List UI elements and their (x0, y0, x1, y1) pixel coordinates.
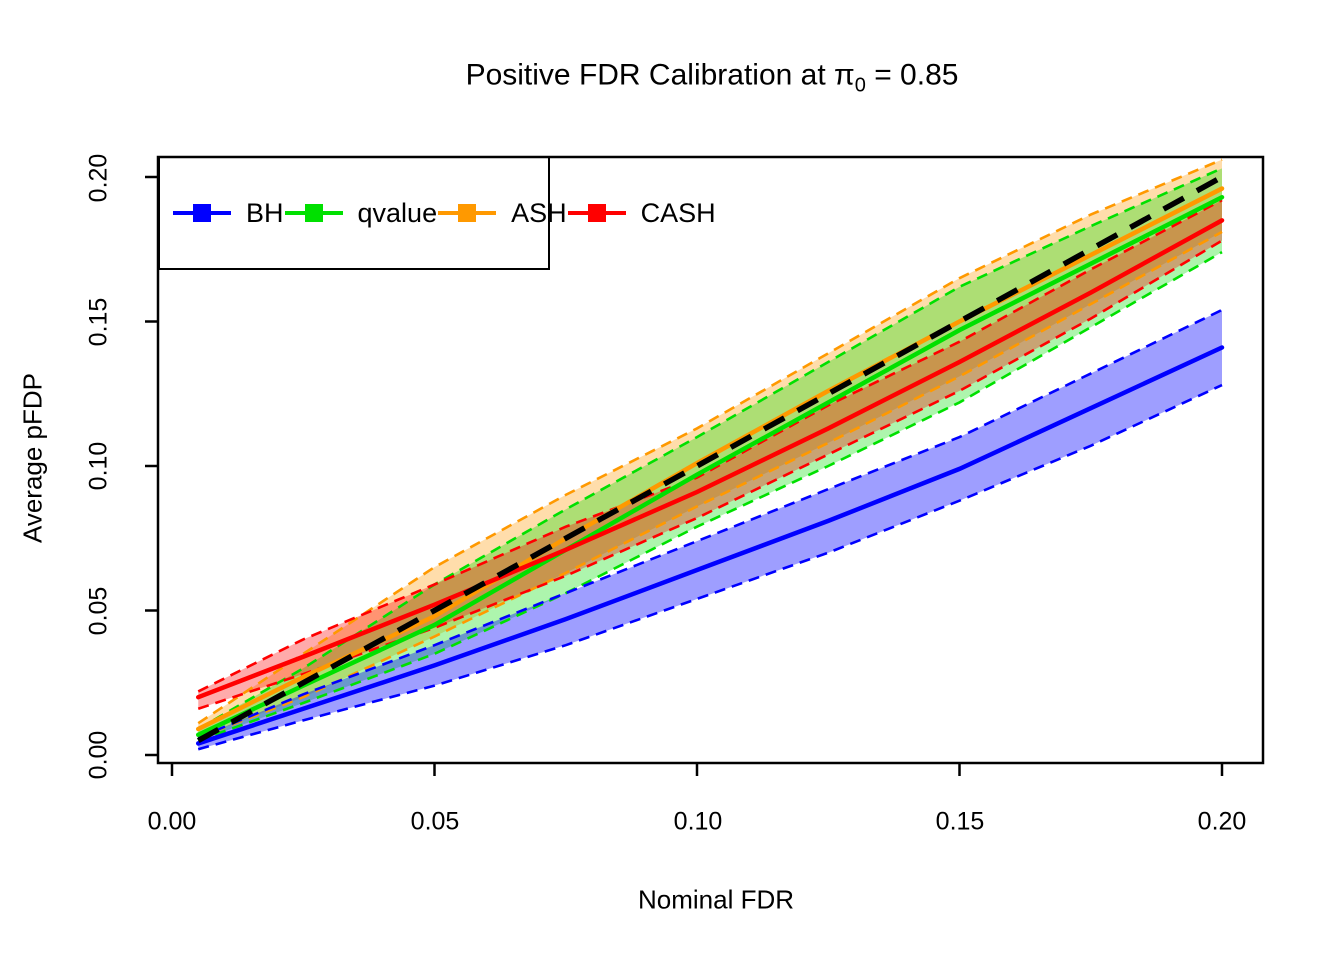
x-tick-label-4: 0.20 (1197, 807, 1247, 836)
ash-band-upper-edge (197, 158, 1223, 725)
y-tick-label-2: 0.10 (84, 441, 113, 491)
x-tick-label-0: 0.00 (147, 807, 197, 836)
qvalue-band-upper-edge (197, 167, 1223, 731)
x-axis-title: Nominal FDR (637, 884, 795, 915)
bh-mean-line (196, 345, 1225, 746)
chart-title-suffix: = 0.85 (865, 58, 959, 92)
plot-series-group (196, 158, 1225, 751)
y-tick-label-4: 0.20 (84, 153, 113, 203)
legend-marker-icon (438, 204, 497, 222)
bh-band-lower-edge (197, 383, 1223, 751)
x-tick-label-3: 0.15 (935, 807, 985, 836)
cash-mean-line (196, 218, 1225, 700)
x-tick-label-1: 0.05 (410, 807, 460, 836)
y-tick-label-3: 0.15 (84, 297, 113, 347)
cash-band-upper-edge (197, 198, 1223, 693)
chart-title: Positive FDR Calibration at π0 = 0.85 (466, 59, 959, 98)
pi-symbol: π (834, 58, 855, 92)
legend-item-ash: ASH (437, 164, 567, 262)
plot-border (156, 155, 1265, 765)
cash-band-lower-edge (197, 239, 1223, 710)
x-tick-label-2: 0.10 (673, 807, 723, 836)
legend-item-qvalue: qvalue (284, 164, 438, 262)
y-tick-label-0: 0.00 (84, 730, 113, 780)
legend-item-bh: BH (172, 164, 284, 262)
legend-item-cash: CASH (567, 164, 716, 262)
y-axis-title: Average pFDP (17, 372, 48, 544)
cash-confidence-band (198, 200, 1222, 709)
legend-marker-icon (284, 204, 343, 222)
legend-marker-icon (173, 204, 231, 222)
bh-confidence-band (198, 309, 1222, 750)
qvalue-mean-line (196, 194, 1225, 738)
legend-label: BH (246, 197, 284, 228)
legend-label: qvalue (357, 197, 438, 228)
ash-band-lower-edge (197, 230, 1223, 739)
legend-label: ASH (511, 197, 567, 228)
legend: BH qvalue ASH CASH (158, 156, 716, 270)
ash-confidence-band (198, 159, 1222, 738)
qvalue-band-lower-edge (197, 251, 1223, 742)
chart-title-prefix: Positive FDR Calibration at (465, 58, 835, 92)
pi-subscript: 0 (854, 74, 866, 97)
legend-label: CASH (640, 197, 716, 228)
y-tick-label-1: 0.05 (84, 586, 113, 636)
legend-marker-icon (567, 204, 626, 222)
identity-reference-line (196, 174, 1224, 743)
